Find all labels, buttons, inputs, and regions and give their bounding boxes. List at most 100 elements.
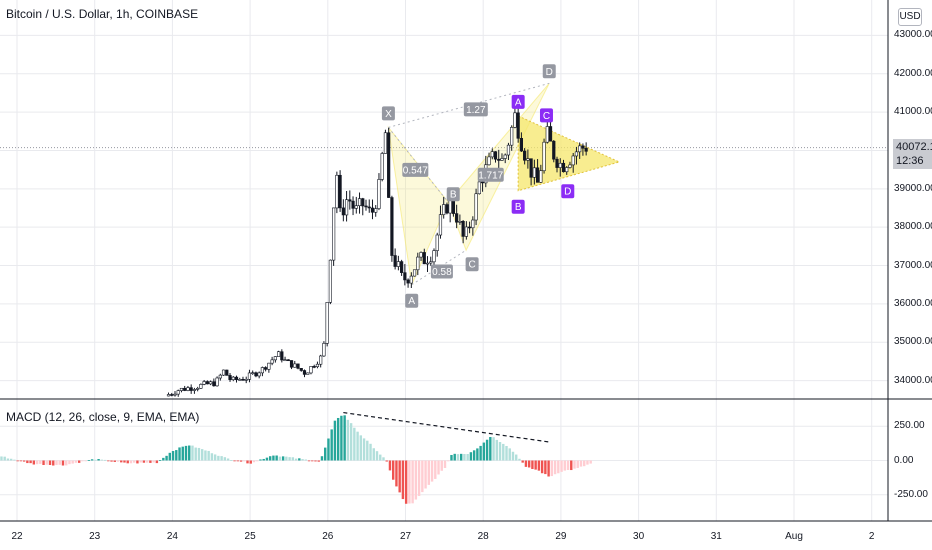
macd-bar	[356, 431, 359, 461]
candle-body	[393, 255, 397, 267]
candle-body	[435, 234, 439, 251]
macd-bar	[26, 460, 29, 464]
macd-bar	[336, 417, 340, 461]
candle-body	[231, 376, 235, 380]
candle-body	[526, 158, 530, 161]
macd-bar	[521, 460, 524, 463]
ratio-tag: 0.58	[430, 264, 453, 279]
candle-body	[351, 200, 355, 209]
macd-bar	[518, 458, 521, 461]
candle-body	[468, 226, 472, 229]
candle-body	[500, 158, 504, 161]
macd-bar	[249, 460, 252, 464]
candle-body	[396, 261, 400, 267]
macd-bar	[136, 460, 139, 464]
bar-countdown: 12:36	[896, 155, 924, 167]
macd-bar	[353, 427, 356, 461]
candle-body	[247, 372, 252, 380]
pattern-point-d-bg	[542, 64, 556, 79]
time-tick-label: 24	[166, 531, 178, 542]
candle-body	[315, 363, 320, 368]
price-tick-label: 37000.00	[894, 259, 932, 271]
macd-bar	[576, 460, 579, 468]
candle-body	[529, 158, 533, 178]
macd-bar	[320, 456, 324, 461]
candle-body	[445, 204, 449, 214]
macd-bar	[417, 460, 421, 496]
candle-body	[584, 147, 588, 152]
time-tick-label: 28	[477, 531, 489, 542]
candle-body	[367, 206, 371, 209]
macd-bar	[132, 460, 136, 463]
macd-indicator-title[interactable]: MACD (12, 26, close, 9, EMA, EMA)	[6, 410, 200, 424]
macd-bar	[103, 459, 107, 461]
macd-bar	[579, 460, 583, 467]
macd-bar	[366, 440, 369, 461]
macd-bar	[32, 460, 36, 465]
price-tick-label: 42000.00	[894, 67, 932, 79]
macd-tick-label: 0.00	[894, 454, 914, 466]
macd-bar	[74, 460, 78, 463]
macd-bar	[485, 439, 489, 461]
pattern-labels: X A B C D 0.547 0.58 1.27 1.717 A B C D	[381, 64, 575, 308]
macd-bar	[68, 460, 71, 465]
candle-body	[487, 156, 491, 166]
macd-bar	[547, 460, 550, 477]
candle-body	[170, 394, 174, 396]
macd-bar	[217, 455, 220, 461]
macd-bar	[272, 455, 275, 461]
macd-bar	[583, 460, 586, 467]
price-tick-label: 35000.00	[894, 336, 932, 348]
candle-body	[493, 151, 498, 160]
candle-body	[516, 112, 520, 139]
candle-body	[542, 141, 546, 172]
macd-bar	[39, 460, 42, 464]
macd-bar	[65, 460, 68, 466]
current-price-value: 40072.18	[896, 141, 932, 153]
macd-bar	[553, 460, 557, 475]
macd-bar	[87, 460, 91, 461]
candle-body	[548, 126, 553, 142]
candle-body	[176, 390, 180, 395]
currency-button[interactable]: USD	[898, 8, 922, 26]
macd-bar	[45, 460, 48, 465]
macd-bar	[317, 460, 320, 462]
current-price-tag: 40072.18 12:36	[893, 139, 932, 169]
macd-bar	[346, 419, 350, 461]
macd-bar	[527, 460, 531, 468]
candle-body	[458, 220, 462, 223]
macd-bar	[437, 460, 440, 475]
triangle-point-a: A	[511, 94, 525, 109]
candle-body	[477, 181, 481, 195]
price-tick-label: 41000.00	[894, 106, 932, 118]
price-tick-label: 38000.00	[894, 221, 932, 233]
triangle-point-a-text: A	[515, 97, 522, 108]
candle-body	[419, 252, 423, 258]
triangle-point-a-bg	[511, 94, 525, 109]
macd-bar	[498, 442, 502, 461]
candle-body	[332, 207, 336, 261]
macd-bar	[6, 458, 10, 461]
candle-body	[335, 174, 339, 209]
chart-title: Bitcoin / U.S. Dollar, 1h, COINBASE	[6, 7, 199, 21]
candle-body	[209, 381, 213, 385]
macd-bar	[90, 459, 94, 461]
macd-bar	[207, 450, 210, 461]
candle-body	[581, 145, 585, 149]
pattern-point-c: C	[465, 257, 479, 272]
candle-body	[218, 374, 222, 379]
pattern-point-x-bg	[381, 106, 395, 121]
candle-body	[322, 343, 326, 357]
macd-bar	[570, 460, 573, 471]
candle-body	[455, 213, 459, 223]
macd-bar	[259, 459, 262, 461]
macd-bar	[343, 415, 346, 461]
macd-bar	[327, 438, 330, 461]
pattern-point-b: B	[446, 187, 460, 202]
candle-body	[325, 302, 329, 344]
pattern-point-c-bg	[465, 257, 479, 272]
macd-bar	[404, 460, 408, 504]
triangle-point-b: B	[511, 199, 525, 214]
macd-bar	[129, 460, 133, 464]
